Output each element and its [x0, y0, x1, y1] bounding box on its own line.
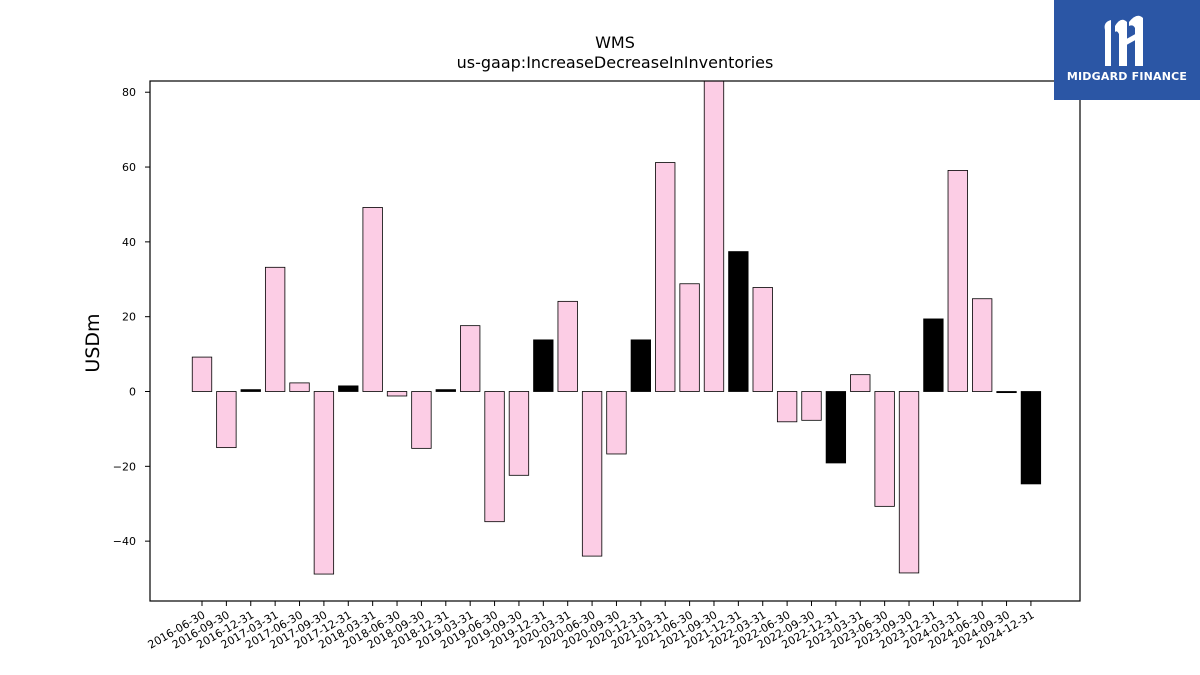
bar-2021-03-31 — [655, 162, 676, 392]
bar-2023-03-31 — [850, 374, 871, 392]
bar-2021-12-31 — [728, 251, 749, 392]
y-tick-label: 80 — [122, 86, 136, 99]
bar-2017-06-30 — [289, 382, 310, 392]
bar-2022-06-30 — [776, 391, 798, 423]
bar-2020-06-30 — [581, 391, 603, 557]
logo: MIDGARD FINANCE — [1054, 0, 1200, 100]
bar-2017-12-31 — [338, 385, 359, 392]
bar-2020-12-31 — [630, 339, 651, 392]
y-tick-label: 60 — [122, 161, 136, 174]
bar-2018-12-31 — [435, 389, 456, 392]
bar-2022-03-31 — [752, 287, 773, 392]
bar-2024-09-30 — [996, 391, 1017, 394]
bar-2020-09-30 — [606, 391, 627, 455]
bar-2024-06-30 — [972, 298, 993, 392]
bar-2019-06-30 — [484, 391, 505, 523]
bar-2024-03-31 — [947, 170, 968, 392]
bar-2020-03-31 — [557, 300, 578, 392]
y-tick-label: −20 — [113, 460, 136, 473]
bar-2024-12-31 — [1020, 391, 1042, 485]
y-tick-label: 20 — [122, 311, 136, 324]
bar-2021-09-30 — [703, 80, 725, 392]
bar-2018-03-31 — [362, 207, 383, 392]
bar-2022-09-30 — [801, 391, 822, 421]
y-tick-label: 0 — [129, 386, 136, 399]
bar-2019-03-31 — [460, 325, 481, 392]
bars-group — [191, 80, 1042, 575]
y-ticks-group: −40 −20 0 20 40 60 80 — [113, 86, 150, 548]
logo-text: MIDGARD FINANCE — [1066, 70, 1188, 83]
bar-2022-12-31 — [825, 391, 847, 464]
chart-title: WMS — [595, 33, 635, 52]
bar-2023-06-30 — [874, 391, 895, 507]
bar-2016-06-30 — [191, 356, 213, 392]
bar-2019-09-30 — [508, 391, 530, 476]
midgard-logo-icon — [1104, 15, 1143, 66]
bar-2016-12-31 — [240, 389, 261, 392]
y-axis-label: USDm — [82, 313, 104, 372]
chart-subtitle: us-gaap:IncreaseDecreaseInInventories — [457, 53, 774, 72]
bar-2023-09-30 — [898, 391, 920, 574]
bar-2019-12-31 — [533, 339, 554, 392]
bar-2016-09-30 — [216, 391, 237, 449]
y-tick-label: −40 — [113, 535, 136, 548]
bar-2018-06-30 — [386, 391, 408, 397]
x-ticks-group: 2016-06-302016-09-302016-12-312017-03-31… — [146, 601, 1036, 652]
bar-2018-09-30 — [411, 391, 432, 449]
bar-2021-06-30 — [679, 283, 700, 392]
bar-2023-12-31 — [923, 318, 944, 392]
bar-2017-03-31 — [264, 266, 286, 392]
bar-2017-09-30 — [313, 391, 335, 575]
plot-frame — [149, 80, 1081, 602]
y-tick-label: 40 — [122, 236, 136, 249]
